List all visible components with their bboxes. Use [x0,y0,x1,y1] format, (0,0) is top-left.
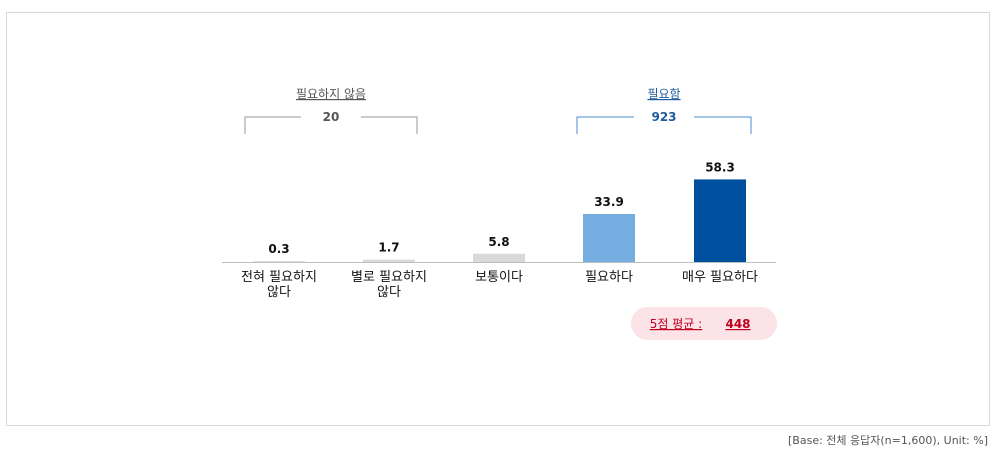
value-label-2: 1.7 [378,241,399,255]
average-badge [631,307,777,340]
bar-1 [253,261,305,262]
bar-4 [583,213,635,262]
group-bracket-left-2 [576,116,634,134]
chart-frame [6,12,990,426]
group-bracket-right-1 [361,116,418,134]
category-label-1: 전혀 필요하지 않다 [241,270,317,300]
group-value-1: 20 [323,110,340,124]
average-value: 448 [725,317,750,331]
value-label-5: 58.3 [705,160,735,174]
value-label-3: 5.8 [488,235,509,249]
group-label-2: 필요함 [647,87,680,101]
category-label-5: 매우 필요하다 [682,270,758,285]
category-label-3: 보통이다 [475,270,523,285]
bar-5 [694,179,746,262]
category-label-2: 별로 필요하지 않다 [351,270,427,300]
base-note: [Base: 전체 응답자(n=1,600), Unit: %] [788,434,988,447]
bar-3 [473,253,525,262]
category-label-4: 필요하다 [585,270,633,285]
value-label-4: 33.9 [594,195,624,209]
value-label-1: 0.3 [268,242,289,256]
group-bracket-left-1 [244,116,301,134]
group-label-1: 필요하지 않음 [296,87,366,101]
average-label: 5점 평균 : [650,317,702,331]
bar-2 [363,259,415,262]
group-bracket-right-2 [694,116,752,134]
group-value-2: 923 [651,110,676,124]
